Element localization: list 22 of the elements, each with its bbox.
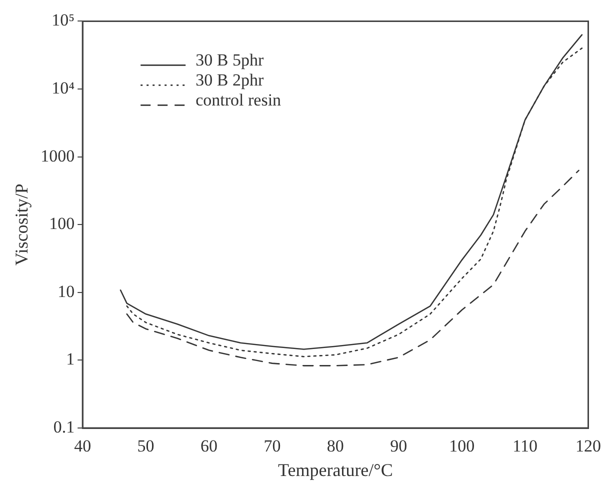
y-tick-label: 10⁵ — [52, 10, 75, 30]
y-tick-label: 1 — [66, 350, 75, 369]
line-series — [126, 170, 580, 366]
x-axis-title: Temperature/°C — [278, 460, 393, 480]
legend-label: 30 B 5phr — [196, 50, 264, 70]
legend-label: control resin — [196, 90, 282, 110]
y-axis-title: Viscosity/P — [12, 184, 32, 266]
x-tick-label: 50 — [137, 436, 154, 456]
x-tick-label: 90 — [390, 436, 408, 456]
y-tick-label: 100 — [49, 214, 75, 234]
y-tick-label: 1000 — [40, 146, 75, 166]
x-tick-label: 40 — [74, 436, 92, 456]
x-tick-label: 120 — [576, 436, 601, 456]
x-tick-label: 70 — [264, 436, 281, 456]
y-tick-label: 10 — [58, 282, 75, 301]
y-tick-label: 0.1 — [53, 417, 75, 436]
legend-label: 30 B 2phr — [196, 70, 264, 90]
y-tick-label: 10⁴ — [52, 78, 75, 98]
x-tick-label: 100 — [449, 436, 475, 456]
x-tick-label: 60 — [200, 436, 218, 456]
x-tick-label: 110 — [512, 436, 538, 456]
x-tick-label: 80 — [326, 436, 344, 456]
